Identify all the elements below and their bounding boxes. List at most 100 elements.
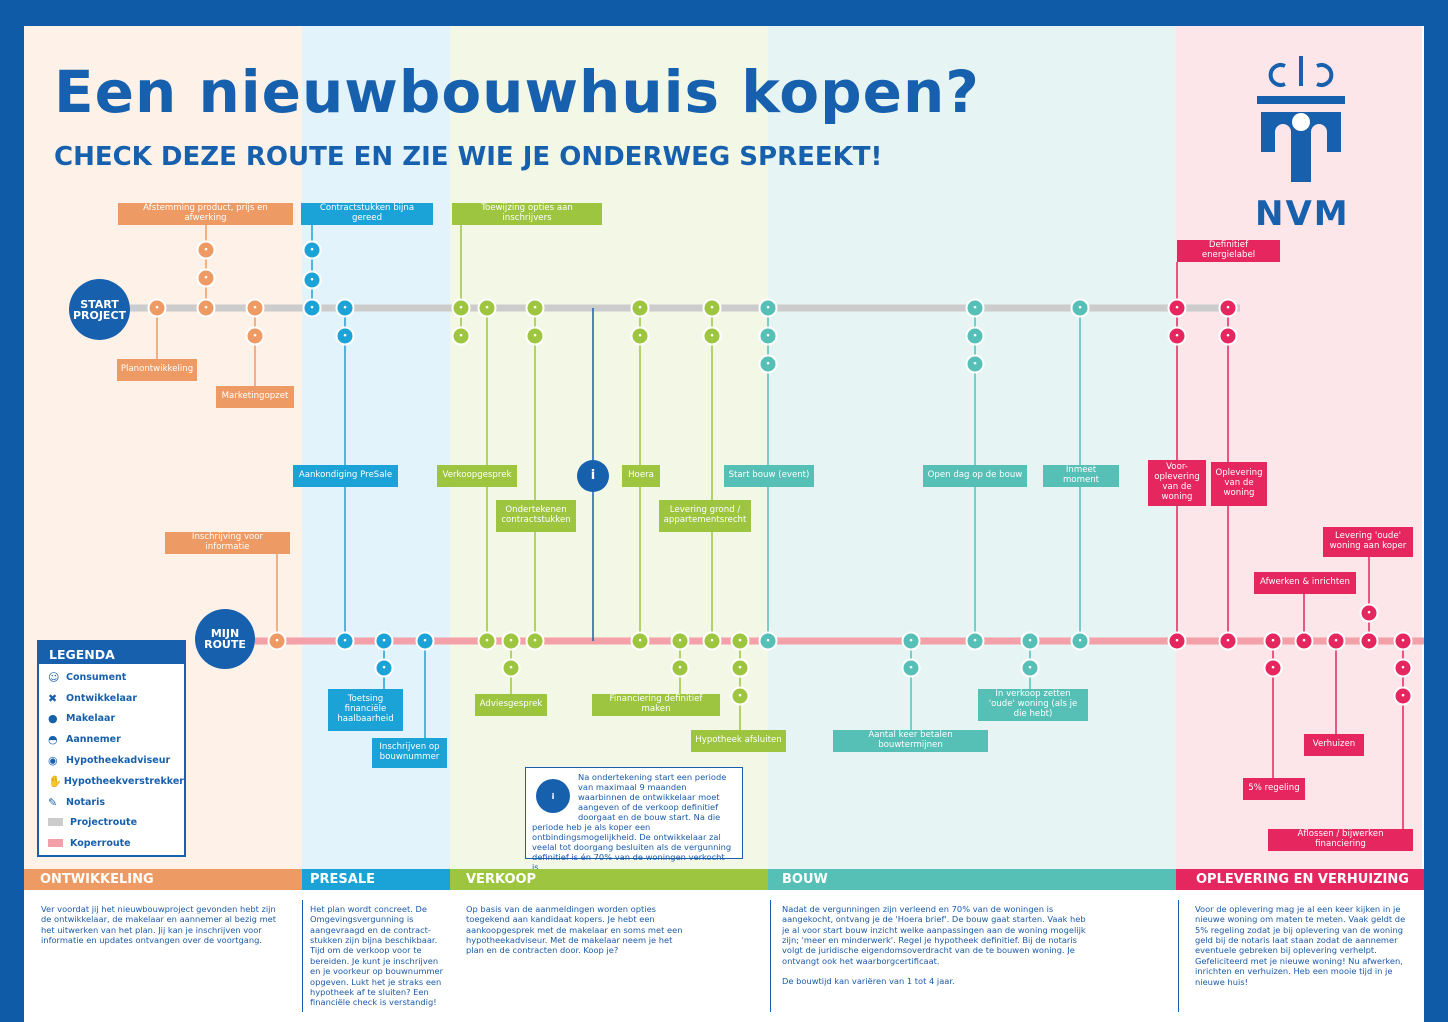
page-title: Een nieuwbouwhuis kopen? <box>54 58 980 126</box>
route-node-icon[interactable]: • <box>1294 631 1314 651</box>
mijn-route-badge: MIJN ROUTE <box>195 609 255 669</box>
route-node-icon[interactable]: • <box>965 326 985 346</box>
nvm-logo: NVM <box>1255 52 1348 234</box>
route-node-icon[interactable]: • <box>670 658 690 678</box>
route-node-icon[interactable]: • <box>730 686 750 706</box>
handshake-icon: ✋ <box>48 774 62 788</box>
route-node-icon[interactable]: • <box>1218 631 1238 651</box>
route-node-icon[interactable]: • <box>1167 298 1187 318</box>
route-node-icon[interactable]: • <box>702 326 722 346</box>
route-node-icon[interactable]: • <box>965 631 985 651</box>
route-node-icon[interactable]: • <box>374 631 394 651</box>
legend-label: Projectroute <box>70 817 138 829</box>
route-step-label: Afstemming product, prijs en afwerking <box>118 203 293 225</box>
route-node-icon[interactable]: • <box>1359 603 1379 623</box>
route-node-icon[interactable]: • <box>758 631 778 651</box>
route-node-icon[interactable]: • <box>501 631 521 651</box>
bouw-text: Nadat de vergunningen zijn verleend en 7… <box>782 904 1086 966</box>
route-node-icon[interactable]: • <box>196 268 216 288</box>
consumer-icon: ☺ <box>48 670 60 684</box>
route-step-label: 5% regeling <box>1243 778 1305 800</box>
route-node-icon[interactable]: • <box>1263 631 1283 651</box>
route-node-icon[interactable]: • <box>302 298 322 318</box>
route-node-icon[interactable]: • <box>245 326 265 346</box>
route-node-icon[interactable]: • <box>630 631 650 651</box>
info-icon: i <box>536 779 570 813</box>
route-node-icon[interactable]: • <box>1359 631 1379 651</box>
route-node-icon[interactable]: • <box>1393 631 1413 651</box>
route-node-icon[interactable]: • <box>758 326 778 346</box>
route-node-icon[interactable]: • <box>1020 658 1040 678</box>
route-node-icon[interactable]: • <box>730 658 750 678</box>
route-node-icon[interactable]: • <box>335 298 355 318</box>
phase-oplevering: OPLEVERING EN VERHUIZING <box>1176 869 1448 890</box>
info-box: i Na ondertekening start een periode van … <box>525 767 743 872</box>
route-node-icon[interactable]: • <box>1218 326 1238 346</box>
route-node-icon[interactable]: • <box>525 631 545 651</box>
start-text: START <box>80 297 119 311</box>
route-node-icon[interactable]: • <box>1326 631 1346 651</box>
route-node-icon[interactable]: • <box>374 658 394 678</box>
legend-item: Koperroute <box>39 833 184 854</box>
route-node-icon[interactable]: • <box>1020 631 1040 651</box>
legend-item: ✋ Hypotheekverstrekker <box>39 771 184 792</box>
route-node-icon[interactable]: • <box>1070 298 1090 318</box>
route-node-icon[interactable]: • <box>335 631 355 651</box>
helmet-icon: ◓ <box>48 733 58 747</box>
route-step-label: Toewijzing opties aan inschrijvers <box>452 203 602 225</box>
route-node-icon[interactable]: • <box>965 354 985 374</box>
route-node-icon[interactable]: • <box>1070 631 1090 651</box>
route-node-icon[interactable]: • <box>302 240 322 260</box>
page-subtitle: CHECK DEZE ROUTE EN ZIE WIE JE ONDERWEG … <box>54 142 883 172</box>
route-node-icon[interactable]: • <box>335 326 355 346</box>
route-node-icon[interactable]: • <box>1393 658 1413 678</box>
route-node-icon[interactable]: • <box>1218 298 1238 318</box>
route-node-icon[interactable]: • <box>1263 658 1283 678</box>
route-node-icon[interactable]: • <box>630 326 650 346</box>
route-node-icon[interactable]: • <box>758 354 778 374</box>
route-node-icon[interactable]: • <box>1393 686 1413 706</box>
route-step-label: Aankondiging PreSale <box>293 465 398 487</box>
route-node-icon[interactable]: • <box>630 298 650 318</box>
pink-line-icon <box>48 837 70 850</box>
route-node-icon[interactable]: • <box>1167 631 1187 651</box>
route-node-icon[interactable]: • <box>1167 326 1187 346</box>
route-node-icon[interactable]: • <box>451 326 471 346</box>
route-step-label: Verhuizen <box>1304 734 1364 756</box>
info-icon[interactable]: i <box>577 460 609 492</box>
route-node-icon[interactable]: • <box>525 298 545 318</box>
route-node-icon[interactable]: • <box>477 631 497 651</box>
route-step-label: Contractstukken bijna gereed <box>301 203 433 225</box>
route-node-icon[interactable]: • <box>901 631 921 651</box>
legend-label: Koperroute <box>70 838 131 850</box>
legend-item: ● Makelaar <box>39 709 184 730</box>
legend-item: ☺ Consument <box>39 667 184 688</box>
route-node-icon[interactable]: • <box>302 270 322 290</box>
route-node-icon[interactable]: • <box>670 631 690 651</box>
route-node-icon[interactable]: • <box>702 298 722 318</box>
developer-tools-icon: ✖ <box>48 691 58 705</box>
route-node-icon[interactable]: • <box>901 658 921 678</box>
route-node-icon[interactable]: • <box>525 326 545 346</box>
route-node-icon[interactable]: • <box>196 298 216 318</box>
route-node-icon[interactable]: • <box>965 298 985 318</box>
route-node-icon[interactable]: • <box>501 658 521 678</box>
route-step-label: Planontwikkeling <box>117 359 197 381</box>
route-node-icon[interactable]: • <box>196 240 216 260</box>
route-node-icon[interactable]: • <box>245 298 265 318</box>
route-node-icon[interactable]: • <box>267 631 287 651</box>
legend-label: Aannemer <box>66 734 121 746</box>
legend: LEGENDA ☺ Consument ✖ Ontwikkelaar ● Makelaar… <box>37 640 186 857</box>
route-node-icon[interactable]: • <box>451 298 471 318</box>
route-node-icon[interactable]: • <box>702 631 722 651</box>
route-node-icon[interactable]: • <box>477 298 497 318</box>
route-node-icon[interactable]: • <box>730 631 750 651</box>
phase-text-presale: Het plan wordt concreet. De Omgevingsver… <box>310 904 444 1008</box>
route-step-label: In verkoop zetten 'oude' woning (als je … <box>978 689 1088 721</box>
route-node-icon[interactable]: • <box>758 298 778 318</box>
phase-verkoop: VERKOOP <box>450 869 768 890</box>
route-node-icon[interactable]: • <box>147 298 167 318</box>
route-node-icon[interactable]: • <box>415 631 435 651</box>
route-step-label: Voor-oplevering van de woning <box>1148 460 1206 506</box>
divider <box>302 900 303 1012</box>
